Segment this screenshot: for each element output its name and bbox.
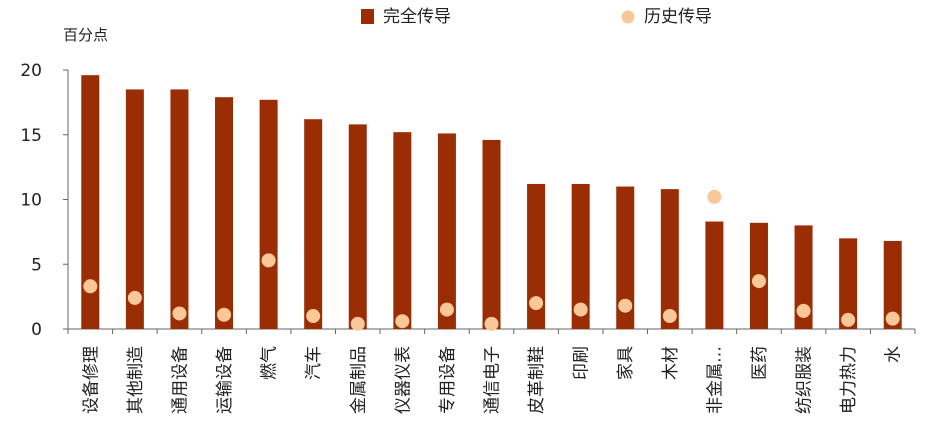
bar	[705, 221, 724, 329]
bar	[527, 183, 546, 329]
category-label: 设备修理	[81, 346, 101, 414]
category-label: 其他制造	[126, 346, 146, 414]
bar	[348, 124, 367, 329]
bar	[81, 75, 100, 330]
category-label: 纺织服装	[795, 346, 815, 414]
bar	[393, 132, 412, 329]
bar	[170, 89, 189, 329]
category-label: 专用设备	[438, 346, 458, 414]
history-point	[751, 274, 766, 289]
history-point	[662, 309, 677, 324]
y-tick-label: 15	[20, 126, 42, 146]
category-label: 电力热力	[839, 346, 859, 414]
legend-label-complete: 完全传导	[383, 7, 451, 27]
history-point	[261, 253, 276, 268]
category-label: 非金属…	[705, 346, 725, 414]
category-label: 水	[884, 346, 904, 363]
bar	[883, 240, 902, 329]
history-point	[529, 296, 544, 311]
bar	[839, 238, 858, 329]
bar	[571, 183, 590, 329]
legend-swatch-history	[621, 10, 635, 24]
plot-area: 0 5 10 15 20 设备修理 其他制造 通用设备 运输设备 燃气 汽车 金属制品 仪器仪表 专用设备…	[20, 61, 916, 414]
category-label: 燃气	[260, 346, 280, 380]
category-label: 仪器仪表	[393, 346, 413, 414]
history-point	[618, 298, 633, 313]
bar	[304, 119, 323, 330]
bar	[794, 225, 813, 329]
legend-label-history: 历史传导	[644, 7, 712, 27]
history-point	[127, 290, 142, 305]
history-point	[796, 303, 811, 318]
category-label: 印刷	[572, 346, 592, 380]
bar	[215, 97, 234, 329]
history-point	[885, 311, 900, 326]
history-point	[83, 279, 98, 294]
category-label: 家具	[616, 346, 636, 380]
category-label: 医药	[750, 346, 770, 380]
bar	[660, 189, 679, 329]
bar	[125, 89, 144, 329]
history-point	[172, 306, 187, 321]
history-point	[350, 316, 365, 331]
bar	[482, 139, 501, 329]
history-point	[217, 307, 232, 322]
history-point	[395, 314, 410, 329]
category-label: 木材	[661, 346, 681, 380]
history-point	[707, 189, 722, 204]
category-label: 通信电子	[483, 346, 503, 414]
history-point	[439, 302, 454, 317]
legend: 完全传导 历史传导	[361, 7, 712, 27]
history-point	[841, 312, 856, 327]
y-unit-label: 百分点	[63, 26, 108, 44]
y-tick-label: 0	[31, 320, 42, 340]
history-point	[573, 302, 588, 317]
history-point	[484, 316, 499, 331]
y-tick-label: 20	[20, 61, 42, 81]
y-tick-label: 10	[20, 191, 42, 211]
category-label: 运输设备	[215, 346, 235, 414]
bar	[616, 186, 635, 329]
history-point	[306, 309, 321, 324]
category-label: 通用设备	[170, 346, 190, 414]
category-label: 汽车	[304, 346, 324, 380]
bar	[259, 99, 278, 329]
legend-swatch-complete	[361, 9, 374, 24]
category-label: 金属制品	[349, 346, 369, 414]
y-tick-label: 5	[31, 255, 42, 275]
bar	[437, 133, 456, 329]
category-label: 皮革制鞋	[527, 346, 547, 414]
